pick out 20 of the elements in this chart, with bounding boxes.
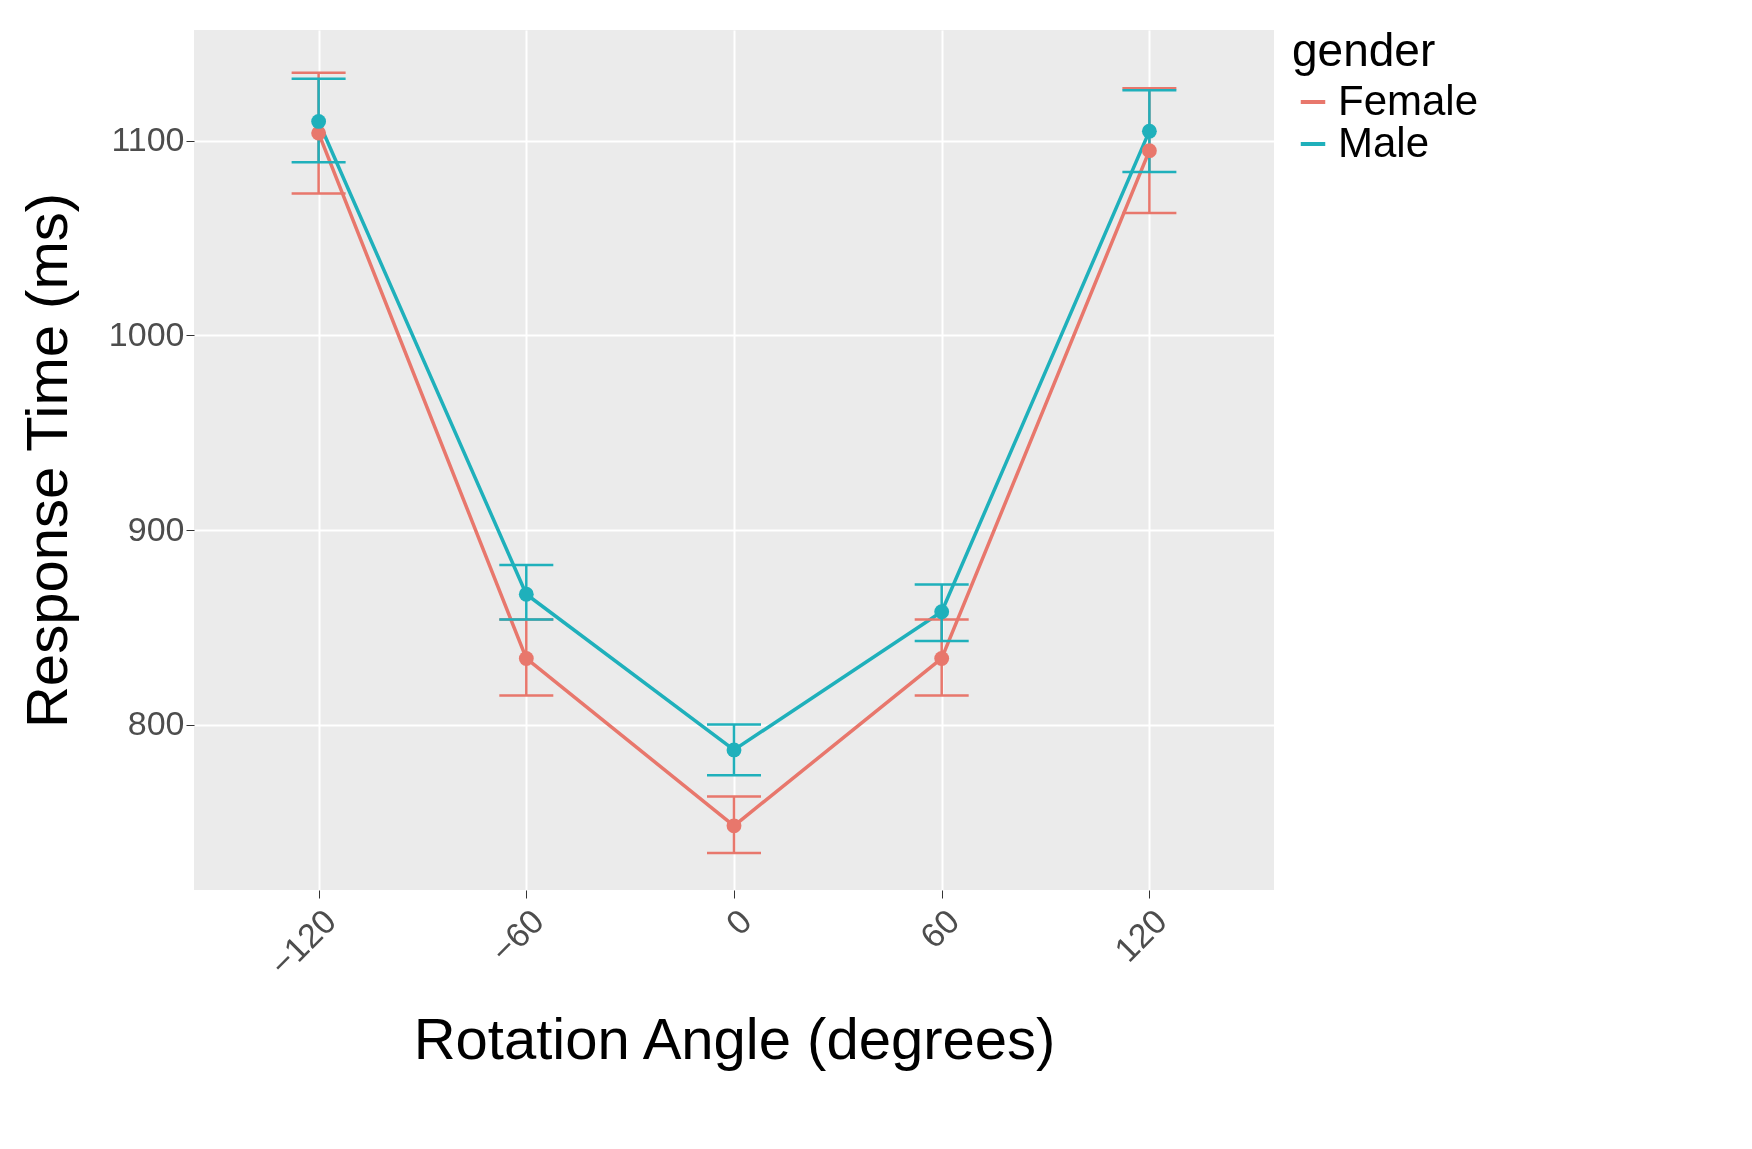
point bbox=[1141, 143, 1157, 159]
y-axis-title: Response Time (ms) bbox=[13, 192, 79, 729]
y-tick-label: 900 bbox=[127, 509, 185, 548]
point bbox=[934, 651, 950, 666]
point bbox=[311, 114, 327, 129]
x-tick-label: 60 bbox=[912, 901, 967, 956]
y-tick-label: 800 bbox=[127, 704, 185, 743]
y-tick-label: 1100 bbox=[111, 120, 185, 159]
point bbox=[518, 651, 534, 666]
y-tick-label: 1000 bbox=[108, 314, 185, 353]
x-tick-label: 120 bbox=[1106, 901, 1174, 969]
x-axis-title: Rotation Angle (degrees) bbox=[413, 1005, 1056, 1071]
point bbox=[726, 742, 742, 758]
point bbox=[1141, 123, 1157, 139]
legend-title: gender bbox=[1292, 24, 1436, 76]
point bbox=[518, 586, 534, 602]
point bbox=[726, 818, 742, 834]
x-tick-label: −60 bbox=[483, 901, 551, 970]
x-tick-label: 0 bbox=[718, 901, 759, 942]
point bbox=[934, 604, 950, 620]
